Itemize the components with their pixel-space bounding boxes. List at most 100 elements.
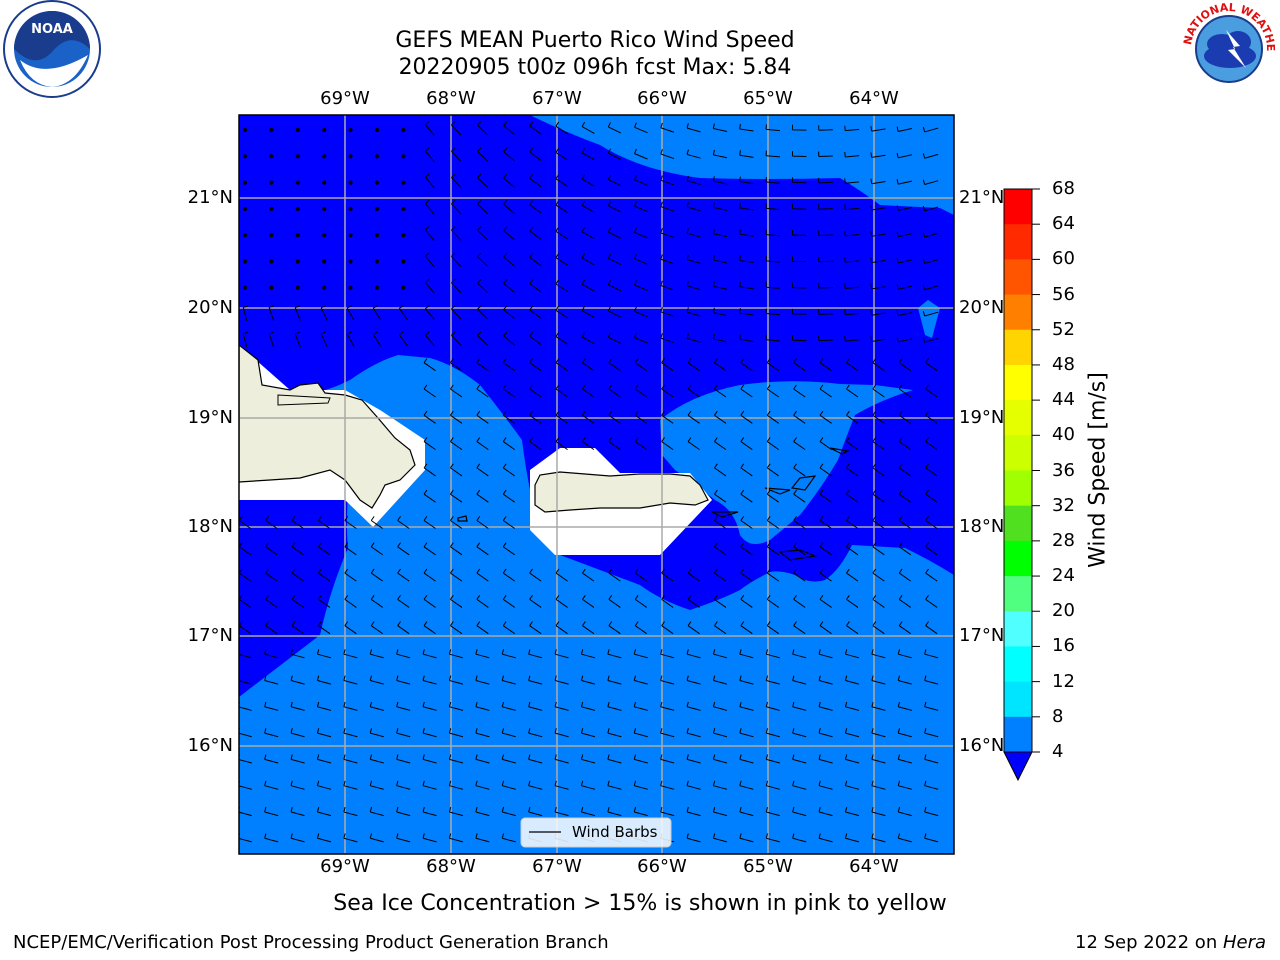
wind-barb	[369, 754, 384, 764]
wind-barb	[686, 675, 701, 685]
wind-barb	[477, 305, 489, 320]
calm-barb	[348, 259, 353, 264]
wind-barb	[661, 568, 674, 582]
wind-barb	[528, 780, 543, 790]
wind-barb	[475, 807, 490, 817]
lon-label-bottom: 65°W	[743, 856, 793, 877]
wind-barb	[818, 701, 833, 711]
wind-barb	[793, 463, 806, 477]
calm-barb	[374, 285, 380, 290]
wind-barb	[529, 200, 542, 214]
wind-barb	[554, 807, 569, 817]
wind-barb	[819, 463, 832, 477]
wind-barb	[397, 621, 410, 635]
wind-barb	[343, 780, 358, 790]
wind-barb	[242, 331, 249, 348]
wind-barb	[608, 568, 621, 582]
wind-barb	[369, 675, 384, 685]
wind-barb	[422, 833, 437, 843]
wind-barb	[422, 754, 437, 764]
calm-barb	[269, 180, 274, 185]
wind-barb	[714, 358, 727, 372]
wind-barb	[712, 202, 728, 211]
wind-barb	[660, 333, 675, 344]
wind-barb	[607, 701, 622, 711]
wind-barb	[660, 175, 675, 186]
wind-barb	[264, 833, 279, 843]
wind-barb	[714, 516, 727, 529]
wind-barb	[476, 542, 489, 556]
wind-barb	[924, 780, 939, 790]
wind-barb	[369, 807, 384, 817]
colorbar-bin	[1004, 540, 1032, 577]
wind-barb	[555, 279, 568, 293]
wind-barb	[529, 595, 542, 608]
wind-barb	[268, 331, 275, 348]
wind-barb	[581, 227, 595, 240]
wind-barb	[529, 279, 542, 293]
wind-barb	[872, 384, 885, 398]
graticule	[239, 115, 954, 854]
wind-barb	[712, 176, 728, 185]
calm-barb	[295, 127, 300, 133]
wind-barb	[633, 807, 648, 817]
wind-barb	[819, 489, 832, 503]
wind-barb	[397, 516, 410, 529]
wind-barb	[503, 331, 515, 346]
wind-barb	[712, 780, 728, 790]
wind-barb	[634, 175, 648, 186]
wind-barb	[687, 358, 700, 372]
wind-barb	[265, 595, 278, 608]
wind-barb	[448, 675, 464, 685]
sea-ice-note: Sea Ice Concentration > 15% is shown in …	[333, 891, 947, 916]
colorbar-tick: 36	[1052, 459, 1075, 481]
wind-barb	[633, 754, 648, 764]
wind-barb	[529, 174, 542, 188]
wind-barb	[344, 568, 357, 582]
wind-barb	[581, 279, 595, 292]
colorbar-bin	[1004, 681, 1032, 718]
wind-barb	[872, 568, 885, 582]
wind-barb	[898, 358, 912, 372]
wind-barb	[316, 780, 332, 790]
wind-barb	[897, 675, 912, 685]
wind-barb	[792, 754, 807, 764]
wind-barb	[450, 463, 463, 477]
wind-barb	[450, 568, 463, 582]
wind-barb	[346, 305, 355, 321]
wind-barb	[634, 122, 648, 134]
wind-barb	[739, 807, 754, 817]
wind-barb	[320, 331, 328, 347]
colorbar-frame	[1003, 188, 1033, 753]
wind-barb	[844, 125, 860, 132]
wind-barb	[846, 384, 859, 398]
wind-barb	[897, 701, 912, 711]
colorbar-tick: 4	[1052, 741, 1064, 762]
calm-barb	[348, 285, 353, 290]
wind-barb	[451, 252, 462, 267]
calm-barb	[348, 233, 353, 238]
wind-barb	[529, 226, 542, 240]
wind-barb	[739, 833, 754, 843]
wind-barb	[765, 675, 780, 685]
calm-barb	[401, 127, 406, 133]
wind-barb	[766, 463, 780, 477]
wind-barb	[318, 595, 331, 608]
wind-barb	[712, 807, 728, 817]
calm-barb	[269, 259, 274, 264]
wind-barb	[871, 833, 886, 843]
wind-barb	[528, 675, 543, 685]
wind-barb	[712, 255, 728, 264]
wind-barb	[872, 595, 885, 608]
wind-barb	[740, 358, 753, 372]
wind-barb	[793, 568, 806, 582]
wind-barb	[291, 568, 304, 582]
wind-barb	[448, 833, 464, 843]
wind-barb	[793, 489, 806, 503]
wind-barb	[397, 542, 410, 556]
colorbar-bin	[1004, 400, 1032, 436]
wind-barb	[501, 728, 516, 738]
wind-barb	[818, 728, 833, 738]
wind-barb	[712, 228, 728, 238]
colorbar-bin	[1004, 716, 1032, 753]
